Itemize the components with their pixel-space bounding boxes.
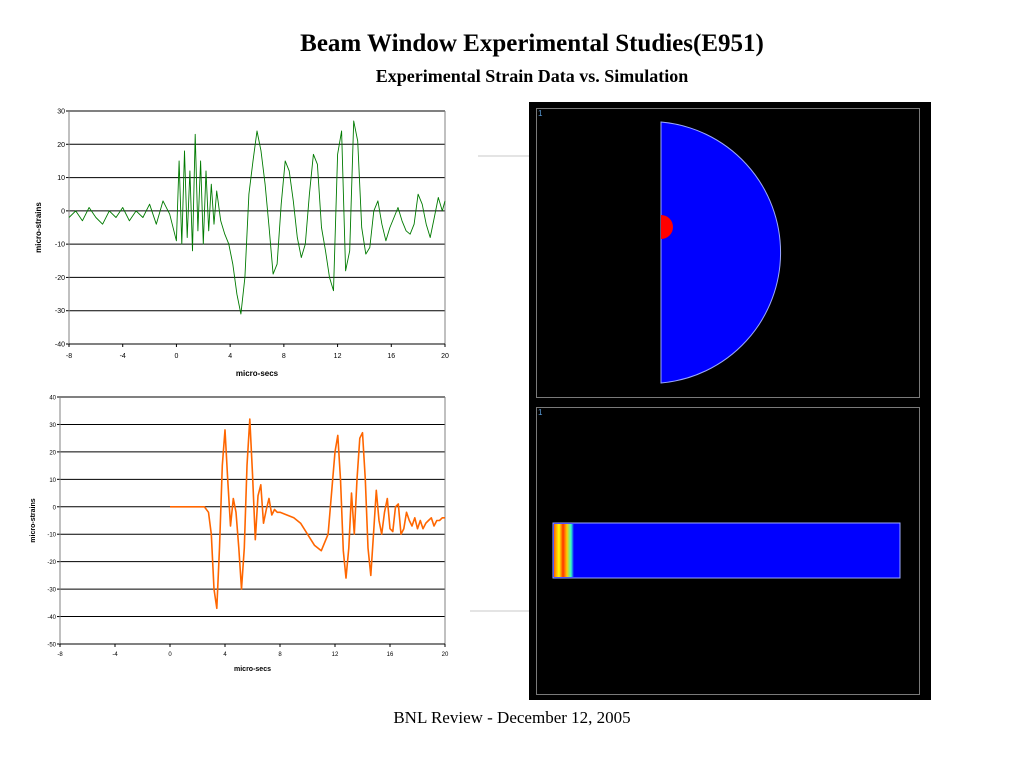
beam-hotspot xyxy=(661,215,673,239)
simulation-ytick-label: -50 xyxy=(47,643,56,649)
experimental-xtick-label: 4 xyxy=(228,353,232,360)
simulation-ytick-label: 0 xyxy=(53,505,57,511)
experimental-ytick-label: -40 xyxy=(55,342,65,349)
experimental-ytick-label: -20 xyxy=(55,275,65,282)
experimental-ytick-label: 10 xyxy=(57,175,65,182)
experimental-xtick-label: 8 xyxy=(282,353,286,360)
experimental-xtick-label: 20 xyxy=(441,353,449,360)
slab-stress-band xyxy=(554,524,574,577)
experimental-ytick-label: 30 xyxy=(57,109,65,116)
experimental-ytick-label: -10 xyxy=(55,242,65,249)
viewport-number-bottom: 1 xyxy=(538,408,543,417)
simulation-ytick-label: -10 xyxy=(47,533,56,539)
simulation-xtick-label: 4 xyxy=(223,652,227,658)
viewport-number-top: 1 xyxy=(538,109,543,118)
experimental-xtick-label: -4 xyxy=(120,353,126,360)
experimental-xtick-label: -8 xyxy=(66,353,72,360)
simulation-xtick-label: -8 xyxy=(57,652,63,658)
simulation-ytick-label: -20 xyxy=(47,560,56,566)
experimental-y-axis-label: micro-strains xyxy=(34,202,43,253)
experimental-xtick-label: 0 xyxy=(174,353,178,360)
simulation-ytick-label: 10 xyxy=(49,478,56,484)
slab-model xyxy=(552,522,901,579)
experimental-ytick-label: 20 xyxy=(57,142,65,149)
experimental-ytick-label: -30 xyxy=(55,308,65,315)
simulation-ytick-label: -40 xyxy=(47,615,56,621)
page-title: Beam Window Experimental Studies(E951) xyxy=(300,30,764,57)
simulation-xtick-label: 12 xyxy=(332,652,339,658)
simulation-y-axis-label: micro-strains xyxy=(30,498,37,542)
simulation-strain-line xyxy=(170,418,445,610)
simulation-ytick-label: 40 xyxy=(49,396,56,402)
slab-body xyxy=(552,522,901,579)
experimental-x-axis-label: micro-secs xyxy=(236,369,279,378)
simulation-ytick-label: 20 xyxy=(49,450,56,456)
simulation-xtick-label: 20 xyxy=(442,652,449,658)
simulation-ytick-label: 30 xyxy=(49,423,56,429)
experimental-xtick-label: 12 xyxy=(334,353,342,360)
simulation-viewport-top xyxy=(536,108,920,398)
simulation-xtick-label: 8 xyxy=(278,652,282,658)
simulation-x-axis-label: micro-secs xyxy=(234,666,271,673)
simulation-xtick-label: 0 xyxy=(168,652,172,658)
simulation-ytick-label: -30 xyxy=(47,588,56,594)
hemisphere-model xyxy=(660,121,781,384)
hemisphere-body xyxy=(660,121,781,384)
page-subtitle: Experimental Strain Data vs. Simulation xyxy=(375,66,689,86)
simulation-viewport-bottom xyxy=(536,407,920,695)
simulation-xtick-label: -4 xyxy=(112,652,118,658)
experimental-ytick-label: 0 xyxy=(61,208,65,215)
footer-text: BNL Review - December 12, 2005 xyxy=(393,708,631,727)
experimental-xtick-label: 16 xyxy=(387,353,395,360)
simulation-panel: 1 1 xyxy=(529,102,931,700)
simulation-xtick-label: 16 xyxy=(387,652,394,658)
experimental-strain-line xyxy=(68,120,446,315)
